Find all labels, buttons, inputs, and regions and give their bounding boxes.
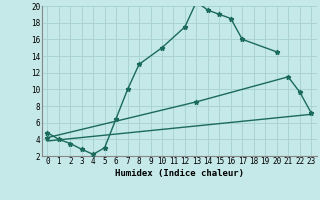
X-axis label: Humidex (Indice chaleur): Humidex (Indice chaleur) xyxy=(115,169,244,178)
